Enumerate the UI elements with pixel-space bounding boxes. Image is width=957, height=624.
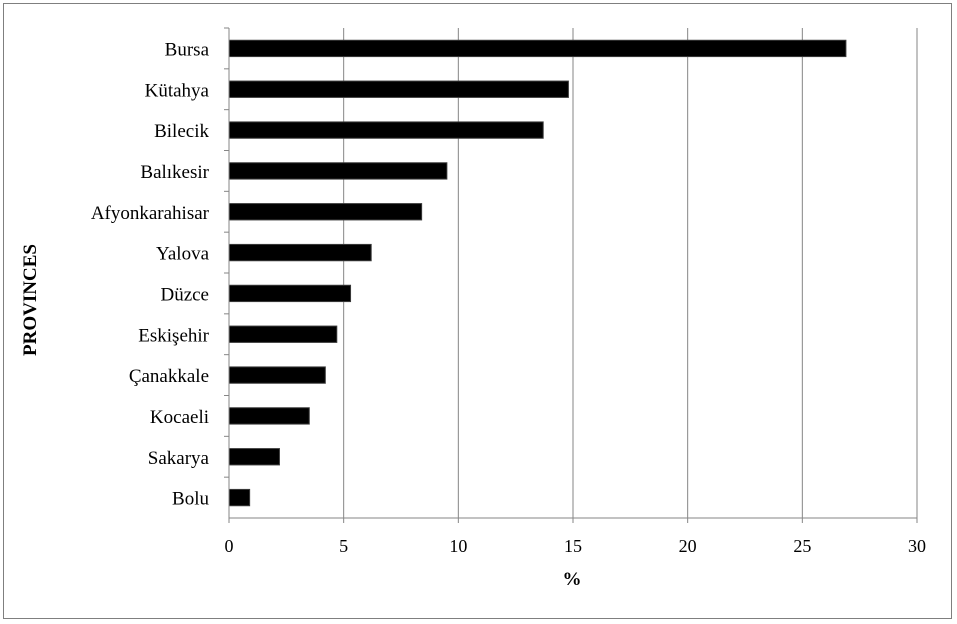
category-label-9: Kocaeli [150, 407, 209, 428]
gridlines [343, 28, 918, 518]
x-tick-label-5: 25 [793, 536, 811, 556]
bar-10 [228, 448, 280, 466]
category-labels: Bursa Kütahya Bilecik Balıkesir Afyonkarahis… [91, 39, 210, 509]
category-label-8: Çanakkale [129, 366, 209, 387]
bars [228, 39, 847, 507]
x-tick-label-4: 20 [679, 536, 697, 556]
bar-3 [228, 162, 448, 180]
category-label-5: Yalova [156, 244, 210, 265]
x-tick-label-2: 10 [449, 536, 467, 556]
y-axis-title: PROVINCES [20, 244, 41, 356]
category-label-4: Afyonkarahisar [91, 203, 210, 224]
x-tick-label-6: 30 [908, 536, 926, 556]
bar-9 [228, 407, 310, 425]
category-label-7: Eskişehir [138, 325, 209, 346]
bar-11 [228, 488, 251, 507]
bar-7 [228, 325, 338, 343]
bar-1 [228, 80, 569, 98]
category-label-0: Bursa [165, 39, 210, 60]
category-label-2: Bilecik [154, 121, 209, 142]
category-label-1: Kütahya [145, 80, 210, 101]
bar-8 [228, 366, 326, 384]
bar-6 [228, 284, 352, 303]
bar-2 [228, 121, 544, 139]
x-tick-label-1: 5 [339, 536, 348, 556]
category-label-10: Sakarya [148, 448, 210, 469]
category-label-11: Bolu [172, 489, 209, 510]
bar-0 [228, 39, 847, 58]
axes [224, 27, 918, 523]
x-tick-labels: 0 5 10 15 20 25 30 [225, 536, 927, 556]
category-label-6: Düzce [160, 284, 209, 305]
chart-frame [3, 3, 952, 619]
category-label-3: Balıkesir [140, 162, 209, 183]
x-tick-label-0: 0 [225, 536, 234, 556]
x-tick-label-3: 15 [564, 536, 582, 556]
x-axis-title: % [563, 569, 582, 590]
bar-5 [228, 243, 372, 262]
bar-4 [228, 203, 423, 221]
